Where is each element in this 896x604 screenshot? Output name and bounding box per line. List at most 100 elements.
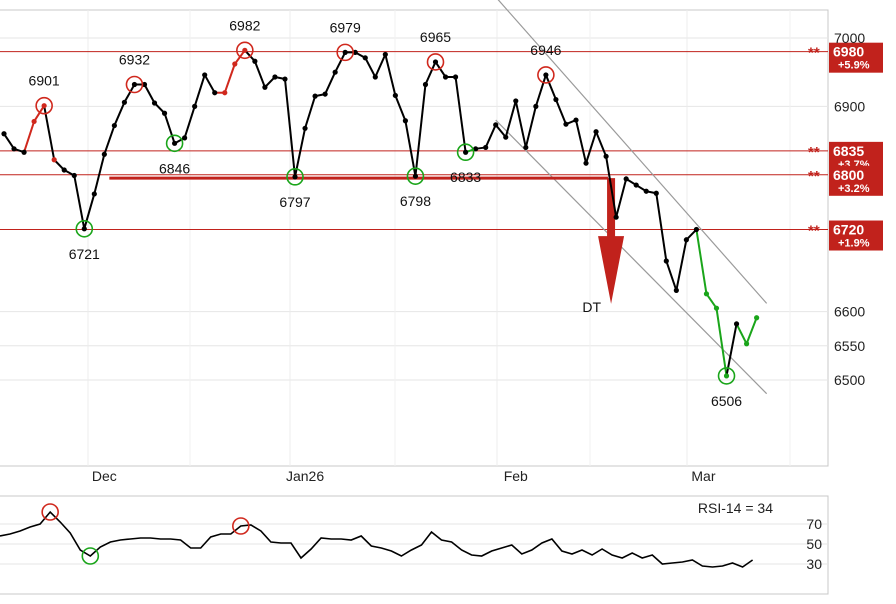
dt-label: DT (582, 299, 601, 315)
annotation-label: 6833 (450, 169, 481, 185)
price-point (71, 172, 77, 179)
price-segment (484, 124, 497, 148)
price-point (1, 131, 7, 137)
price-point (583, 160, 589, 166)
price-point (673, 287, 679, 293)
price-point (513, 98, 519, 104)
price-point (593, 129, 599, 135)
price-point (754, 315, 760, 321)
rsi-tick-label: 70 (806, 516, 822, 532)
price-point (81, 226, 87, 232)
annotation-label: 6946 (530, 42, 561, 58)
price-point (663, 258, 669, 264)
peak-marker (426, 53, 445, 71)
annotation-label: 6982 (229, 17, 260, 33)
rsi-marker (232, 517, 250, 535)
price-point (743, 341, 750, 347)
price-point (61, 167, 67, 173)
y-tick-label: 7000 (834, 30, 865, 46)
annotations: 6901 6721 6932 6846 6982 6797 6979 6798 6965 6833… (29, 17, 743, 409)
price-segment (494, 124, 507, 138)
price-point (212, 90, 218, 96)
price-segment (394, 95, 407, 122)
price-segment (123, 84, 136, 103)
price-point (41, 103, 47, 109)
level-stars: ** (808, 144, 820, 161)
price-point (101, 151, 107, 157)
price-point (91, 191, 97, 197)
price-segment (113, 101, 126, 126)
price-segment (615, 178, 628, 218)
price-segment (705, 293, 718, 309)
price-point (252, 58, 258, 64)
price-segment (665, 260, 678, 291)
x-tick-label: Jan26 (286, 468, 324, 484)
price-point (733, 321, 740, 327)
level-box (829, 220, 883, 251)
price-segment (725, 323, 738, 377)
price-point (473, 146, 479, 152)
level-stars: ** (808, 223, 820, 240)
trough-marker (406, 167, 425, 185)
price-segment (424, 61, 437, 85)
level-pct: +1.9% (838, 238, 870, 250)
annotation-label: 6846 (159, 160, 190, 176)
price-point (463, 149, 469, 155)
price-point (653, 190, 659, 196)
price-segment (163, 112, 176, 144)
price-point (392, 92, 398, 99)
annotation-label: 6901 (29, 73, 60, 89)
price-point (322, 91, 328, 97)
price-point (282, 76, 288, 82)
price-segment (223, 63, 236, 94)
price-series (1, 47, 760, 379)
price-point (312, 93, 318, 99)
dt-arrow (598, 178, 625, 304)
peak-marker (35, 96, 53, 115)
price-segment (33, 105, 45, 122)
price-point (493, 122, 499, 128)
price-point (643, 188, 649, 194)
price-point (442, 74, 449, 80)
price-segment (23, 121, 36, 153)
price-segment (454, 76, 467, 153)
price-point (683, 237, 689, 243)
price-point (402, 118, 408, 124)
price-point (332, 69, 338, 75)
y-tick-label: 6600 (834, 304, 865, 320)
price-point (693, 226, 700, 233)
price-point (141, 81, 148, 88)
price-segment (605, 156, 618, 218)
price-segment (324, 71, 337, 95)
price-point (151, 100, 158, 106)
price-panel-frame (0, 9, 829, 467)
price-point (202, 72, 208, 78)
price-point (723, 373, 730, 379)
price-point (51, 157, 57, 163)
trough-marker (286, 168, 304, 186)
rsi-line (0, 510, 754, 568)
axes: 6500 6550 6600 6900 7000 Dec Jan26 Feb Mar (92, 30, 865, 484)
price-point (573, 117, 579, 123)
trough-marker (75, 220, 94, 238)
price-segment (585, 131, 598, 164)
price-segment (73, 175, 86, 230)
price-point (613, 214, 619, 220)
peak-marker (537, 66, 555, 84)
price-segment (83, 193, 96, 230)
price-point (603, 153, 609, 159)
level-box (829, 42, 883, 73)
price-point (483, 144, 489, 151)
price-segment (575, 119, 588, 164)
annotation-label: 6506 (711, 393, 742, 409)
level-stars: ** (808, 45, 820, 62)
price-point (302, 125, 308, 131)
grid (0, 9, 829, 467)
rsi-panel-frame (0, 495, 829, 595)
price-point (111, 122, 117, 129)
rsi-marker (41, 503, 59, 521)
price-segment (414, 84, 427, 177)
price-point (242, 47, 248, 53)
price-point (563, 121, 569, 127)
